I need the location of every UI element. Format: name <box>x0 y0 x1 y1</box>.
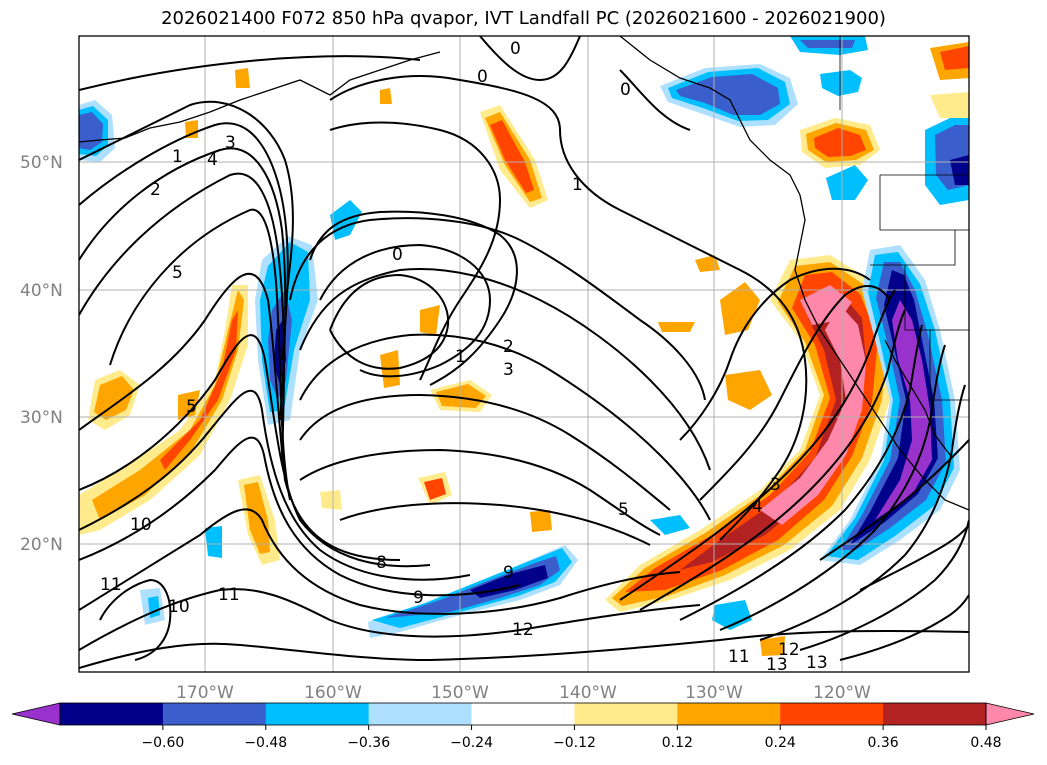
contour-label: 9 <box>503 563 514 583</box>
colorbar-swatch <box>471 703 575 725</box>
contour-label: 3 <box>225 133 236 153</box>
contour-label: 5 <box>172 263 183 283</box>
colorbar-left-arrow <box>12 703 60 725</box>
lon-label-160w: 160°W <box>304 683 362 703</box>
contour-label: 10 <box>130 515 152 535</box>
lat-label-40n: 40°N <box>20 281 63 301</box>
contour-label: 0 <box>477 67 488 87</box>
colorbar-tick-label: 0.24 <box>765 735 796 751</box>
contour-label: 1 <box>172 147 183 167</box>
contour-label: 1 <box>455 347 466 367</box>
coastlines <box>79 36 969 511</box>
contour-label: 5 <box>618 500 629 520</box>
contour-labels: 0 0 0 0 1 1 1 2 2 3 3 3 4 4 5 5 5 8 9 9 … <box>100 39 828 675</box>
contour-label: 9 <box>413 588 424 608</box>
map-frame <box>78 35 970 673</box>
colorbar-tick-label: −0.12 <box>553 735 596 751</box>
contour-label: 3 <box>770 475 781 495</box>
colorbar-tick-label: −0.24 <box>450 735 493 751</box>
colorbar-swatch <box>162 703 267 725</box>
colorbar-tick-label: 0.48 <box>970 735 1001 751</box>
colorbar-right-arrow <box>986 703 1034 725</box>
contour-label: 1 <box>572 175 583 195</box>
contour-label: 2 <box>150 180 161 200</box>
contour-label: 0 <box>392 245 403 265</box>
contour-label: 12 <box>512 620 534 640</box>
contour-label: 8 <box>376 553 387 573</box>
colorbar: −0.60 −0.48 −0.36 −0.24 −0.12 0.12 0.24 0.36 0.4… <box>11 702 1035 751</box>
ivt-contours <box>79 36 969 669</box>
colorbar-swatch <box>677 703 781 725</box>
contour-label: 0 <box>620 80 631 100</box>
colorbar-swatch <box>60 703 164 725</box>
contour-label: 0 <box>510 39 521 59</box>
lon-label-170w: 170°W <box>176 683 234 703</box>
map-title: 2026021400 F072 850 hPa qvapor, IVT Land… <box>161 8 886 29</box>
contour-label: 3 <box>503 360 514 380</box>
contour-label: 4 <box>752 497 763 517</box>
contour-label: 2 <box>503 337 514 357</box>
lon-label-120w: 120°W <box>813 683 871 703</box>
colorbar-tick-label: 0.36 <box>868 735 899 751</box>
lat-label-20n: 20°N <box>20 535 63 555</box>
contour-label: 11 <box>728 647 750 667</box>
colorbar-swatch <box>780 703 884 725</box>
contour-label: 12 <box>778 640 800 660</box>
contour-label: 10 <box>168 597 190 617</box>
shade-purple-core <box>875 300 932 520</box>
longitude-labels: 170°W 160°W 150°W 140°W 130°W 120°W <box>176 683 871 703</box>
colorbar-swatch <box>883 703 987 725</box>
contour-label: 11 <box>218 585 240 605</box>
lat-label-50n: 50°N <box>20 153 63 173</box>
shade-orange-western-band <box>79 285 248 535</box>
lon-label-150w: 150°W <box>431 683 489 703</box>
lon-label-140w: 140°W <box>559 683 617 703</box>
colorbar-swatch <box>368 703 473 725</box>
lon-label-130w: 130°W <box>685 683 743 703</box>
contour-label: 11 <box>100 575 122 595</box>
contour-label: 5 <box>186 397 197 417</box>
contour-label: 13 <box>766 655 788 675</box>
colorbar-swatch <box>265 703 370 725</box>
colorbar-swatch <box>574 703 678 725</box>
contour-label: 13 <box>806 653 828 673</box>
lat-label-30n: 30°N <box>20 408 63 428</box>
latitude-labels: 50°N 40°N 30°N 20°N <box>20 153 63 555</box>
colorbar-tick-label: −0.60 <box>141 735 184 751</box>
shade-pink-core <box>760 305 866 525</box>
contour-label: 4 <box>207 150 218 170</box>
colorbar-tick-label: 0.12 <box>662 735 693 751</box>
colorbar-tick-label: −0.36 <box>347 735 390 751</box>
colorbar-tick-label: −0.48 <box>244 735 287 751</box>
